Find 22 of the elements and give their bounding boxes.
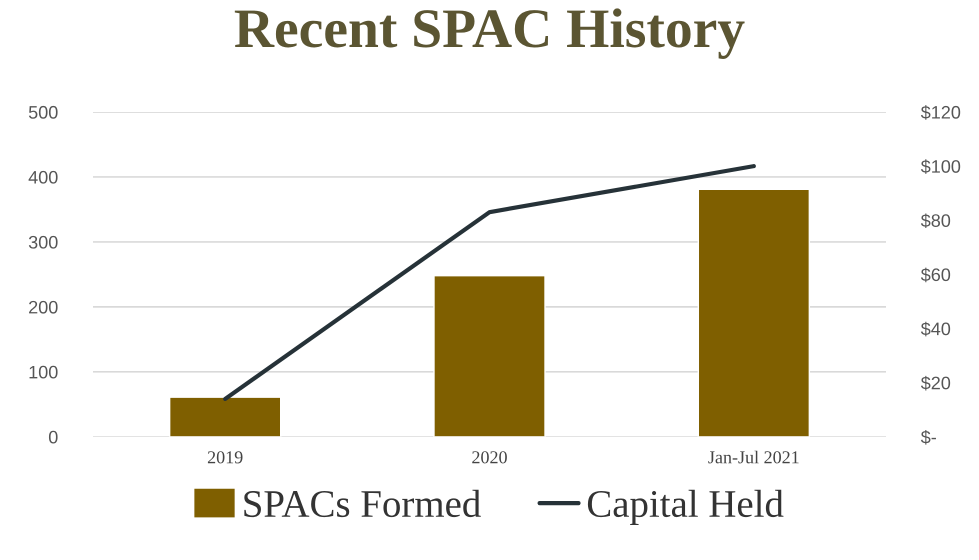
y2-tick-label: $60 [920, 268, 950, 282]
bar [433, 275, 546, 437]
y2-tick-label: $100 [920, 159, 960, 174]
legend-label: SPACs Formed [244, 490, 481, 518]
y2-tick-label: $120 [920, 105, 960, 120]
y-tick-label: 0 [48, 430, 58, 444]
y-tick-label: 200 [29, 300, 58, 314]
y-tick-label: 100 [30, 366, 58, 379]
legend-label: Capital Held [588, 490, 784, 525]
x-tick-label: 2020 [472, 451, 507, 464]
y-tick-label: 500 [28, 106, 58, 119]
y-tick-label: 400 [28, 170, 58, 184]
bar [698, 188, 810, 437]
y2-tick-label: $80 [920, 213, 950, 228]
y-tick-label: 300 [28, 236, 58, 249]
y2-tick-label: $40 [920, 322, 950, 336]
bar [168, 396, 282, 437]
x-tick-label: Jan-Jul 2021 [708, 450, 799, 464]
x-tick-label: 2019 [208, 451, 242, 464]
y2-tick-label: $- [920, 430, 936, 445]
y2-tick-label: $20 [920, 376, 950, 390]
chart-title: Recent SPAC History [234, 8, 745, 59]
